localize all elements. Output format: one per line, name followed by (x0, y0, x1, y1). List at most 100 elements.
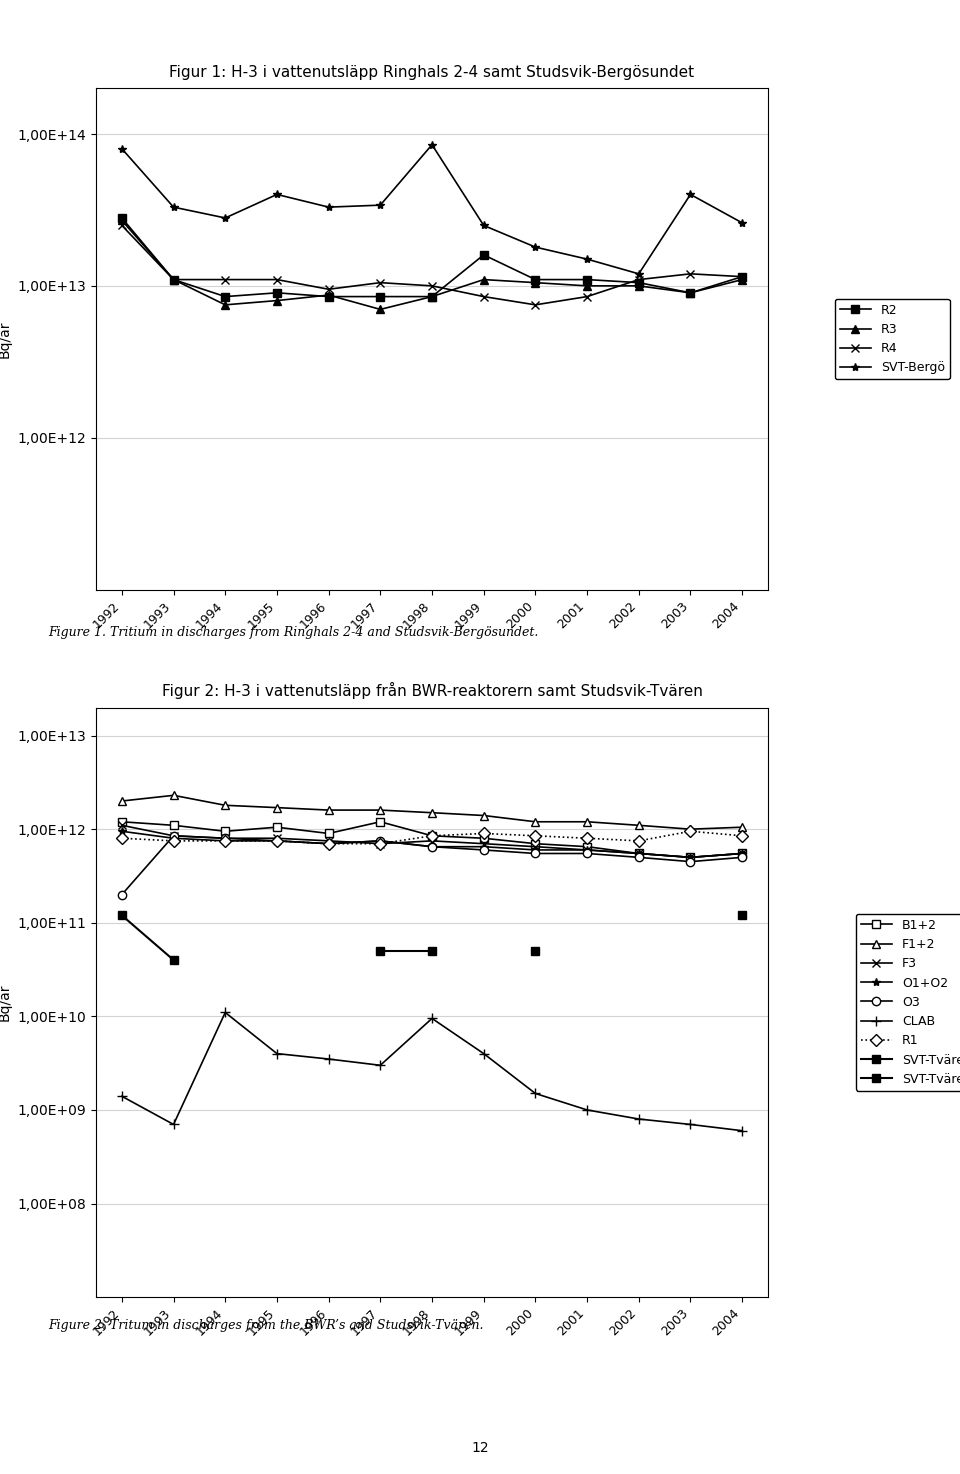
R2 (736, 268, 748, 286)
R1 (684, 822, 696, 840)
Line: R4: R4 (118, 221, 746, 310)
Title: Figur 1: H-3 i vattenutsläpp Ringhals 2-4 samt Studsvik-Bergösundet: Figur 1: H-3 i vattenutsläpp Ringhals 2-… (169, 65, 695, 80)
O1+O2 (736, 845, 748, 862)
O3 (374, 831, 386, 849)
Line: R2: R2 (118, 214, 746, 301)
R4 (323, 280, 334, 298)
Text: 12: 12 (471, 1442, 489, 1455)
CLAB (736, 1122, 748, 1139)
Line: CLAB: CLAB (117, 1008, 747, 1135)
R4 (426, 277, 438, 295)
F1+2 (426, 803, 438, 821)
O1+O2 (116, 822, 128, 840)
R1 (582, 830, 593, 848)
R3 (736, 271, 748, 289)
Legend: B1+2, F1+2, F3, O1+O2, O3, CLAB, R1, SVT-Tvären, SVT-Tvären: B1+2, F1+2, F3, O1+O2, O3, CLAB, R1, SVT… (855, 914, 960, 1091)
B1+2 (684, 849, 696, 867)
B1+2 (478, 830, 490, 848)
SVT-Bergö (168, 199, 180, 217)
R3 (684, 284, 696, 302)
B1+2 (220, 822, 231, 840)
R2 (633, 274, 644, 292)
Text: Figure 1. Tritium in discharges from Ringhals 2-4 and Studsvik-Bergösundet.: Figure 1. Tritium in discharges from Rin… (48, 626, 539, 640)
R4 (220, 271, 231, 289)
O1+O2 (168, 830, 180, 848)
R3 (478, 271, 490, 289)
R4 (530, 296, 541, 314)
Line: F1+2: F1+2 (118, 792, 746, 833)
R4 (684, 265, 696, 283)
Legend: R2, R3, R4, SVT-Bergö: R2, R3, R4, SVT-Bergö (834, 299, 949, 379)
B1+2 (116, 814, 128, 831)
CLAB (168, 1116, 180, 1134)
O3 (116, 886, 128, 904)
Y-axis label: Bq/år: Bq/år (0, 320, 12, 358)
O1+O2 (374, 831, 386, 849)
R4 (633, 271, 644, 289)
Line: R3: R3 (118, 217, 746, 314)
Title: Figur 2: H-3 i vattenutsläpp från BWR-reaktorern samt Studsvik-Tvären: Figur 2: H-3 i vattenutsläpp från BWR-re… (161, 682, 703, 699)
SVT-Bergö (220, 209, 231, 227)
F1+2 (684, 821, 696, 839)
CLAB (323, 1049, 334, 1067)
R2 (582, 271, 593, 289)
CLAB (684, 1116, 696, 1134)
CLAB (374, 1057, 386, 1075)
R3 (426, 287, 438, 305)
R2 (530, 271, 541, 289)
R2 (168, 271, 180, 289)
CLAB (116, 1088, 128, 1106)
B1+2 (426, 827, 438, 845)
Line: SVT-Tvären: SVT-Tvären (118, 911, 178, 964)
O3 (168, 827, 180, 845)
SVT-Tvären (168, 951, 180, 968)
R2 (374, 287, 386, 305)
SVT-Bergö (582, 251, 593, 268)
O3 (582, 845, 593, 862)
O1+O2 (530, 842, 541, 859)
SVT-Bergö (271, 186, 282, 203)
O1+O2 (323, 834, 334, 852)
SVT-Bergö (530, 239, 541, 256)
R2 (323, 287, 334, 305)
F1+2 (323, 802, 334, 820)
F3 (582, 842, 593, 859)
O1+O2 (633, 845, 644, 862)
O1+O2 (426, 837, 438, 855)
F1+2 (116, 792, 128, 809)
F1+2 (168, 787, 180, 805)
B1+2 (271, 818, 282, 836)
Text: Figure 2. Tritum in discharges from the BWR’s and Studsvik-Tvären.: Figure 2. Tritum in discharges from the … (48, 1319, 484, 1332)
F1+2 (374, 802, 386, 820)
CLAB (220, 1004, 231, 1021)
F3 (736, 845, 748, 862)
B1+2 (168, 817, 180, 834)
R4 (168, 271, 180, 289)
F3 (323, 831, 334, 849)
O3 (323, 834, 334, 852)
O3 (736, 849, 748, 867)
R4 (374, 274, 386, 292)
F3 (530, 837, 541, 855)
Line: O3: O3 (118, 831, 746, 899)
Y-axis label: Bq/år: Bq/år (0, 983, 12, 1021)
O3 (633, 849, 644, 867)
SVT-Tvären (116, 907, 128, 924)
R4 (582, 287, 593, 305)
R1 (323, 834, 334, 852)
F1+2 (633, 817, 644, 834)
Line: B1+2: B1+2 (118, 818, 746, 861)
F1+2 (736, 818, 748, 836)
CLAB (582, 1101, 593, 1119)
R4 (116, 217, 128, 234)
SVT-Bergö (323, 199, 334, 217)
CLAB (271, 1045, 282, 1063)
R2 (478, 246, 490, 264)
O3 (271, 831, 282, 849)
CLAB (426, 1010, 438, 1027)
R1 (530, 827, 541, 845)
Line: R1: R1 (118, 827, 746, 848)
SVT-Bergö (426, 136, 438, 153)
F3 (374, 834, 386, 852)
R4 (271, 271, 282, 289)
